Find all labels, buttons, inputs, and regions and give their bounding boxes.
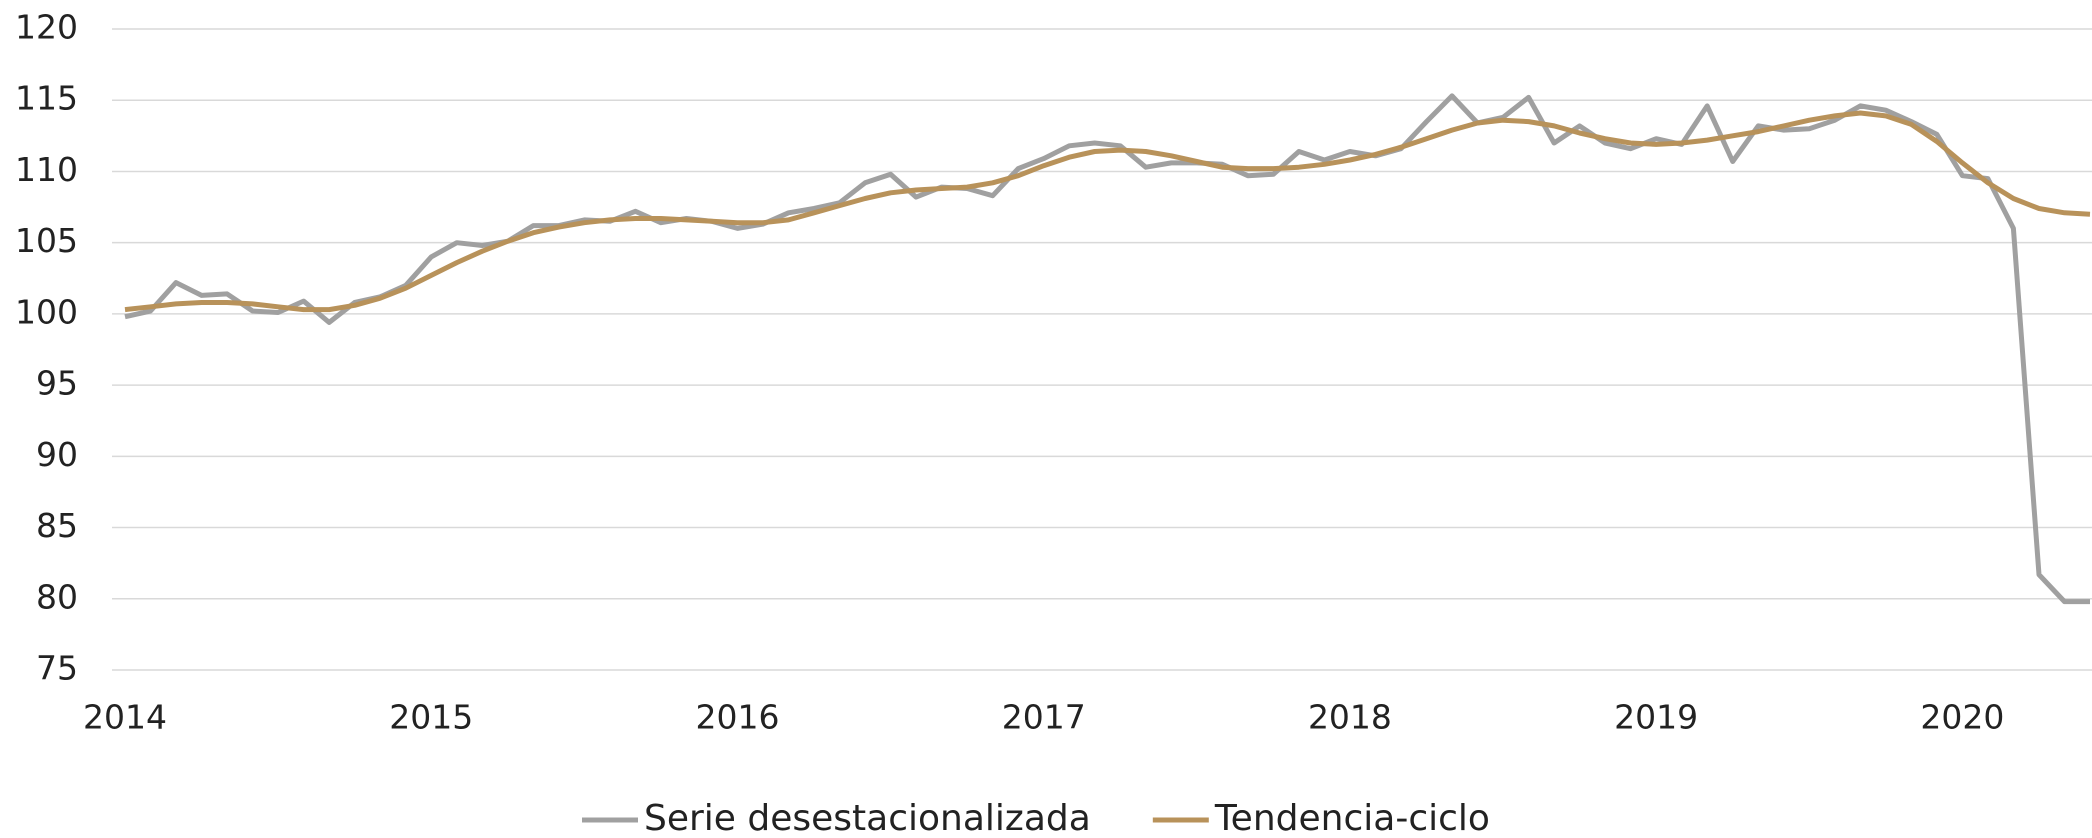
x-tick-label: 2015 [389, 698, 473, 737]
x-tick-label: 2018 [1308, 698, 1392, 737]
y-tick-label: 85 [36, 506, 78, 545]
series-line [124, 110, 2091, 313]
y-tick-label: 100 [15, 292, 78, 331]
y-tick-label: 90 [36, 435, 78, 474]
y-tick-label: 120 [15, 8, 78, 47]
x-tick-label: 2016 [695, 698, 779, 737]
x-tick-label: 2014 [83, 698, 167, 737]
y-tick-label: 95 [36, 364, 78, 403]
y-tick-label: 75 [36, 649, 78, 688]
legend-label: Serie desestacionalizada [644, 798, 1091, 838]
series-line [124, 93, 2090, 605]
y-tick-label: 105 [15, 221, 78, 260]
legend-label: Tendencia-ciclo [1214, 798, 1490, 838]
x-tick-label: 2020 [1920, 698, 2004, 737]
y-tick-label: 115 [15, 79, 78, 118]
y-tick-label: 110 [15, 150, 78, 189]
x-tick-label: 2017 [1002, 698, 1086, 737]
y-tick-label: 80 [36, 577, 78, 616]
x-tick-label: 2019 [1614, 698, 1698, 737]
